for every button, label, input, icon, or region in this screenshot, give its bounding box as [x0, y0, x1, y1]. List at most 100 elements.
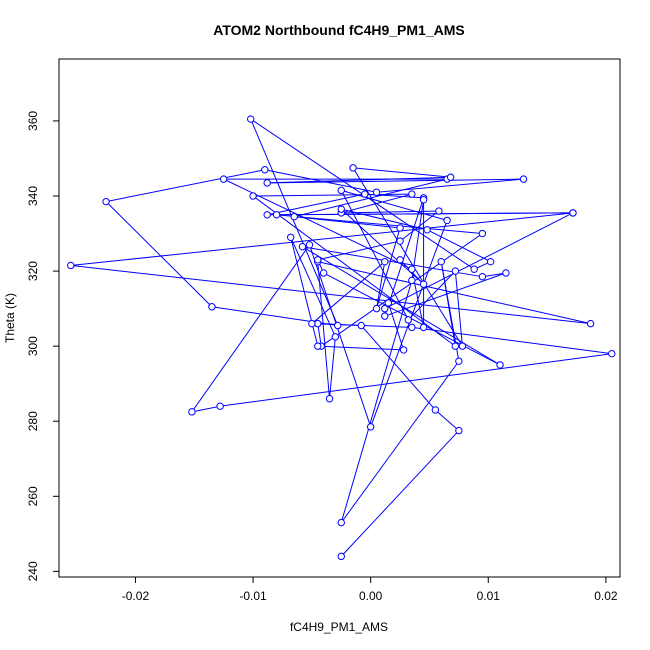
data-point — [381, 257, 389, 266]
data-point — [478, 273, 487, 281]
data-point — [431, 406, 440, 414]
series-segment — [310, 247, 371, 424]
series-segment — [455, 274, 463, 344]
series-segment — [342, 192, 408, 318]
data-point — [337, 205, 345, 213]
series-segment — [344, 190, 445, 221]
data-point — [263, 211, 271, 219]
data-point — [408, 276, 416, 285]
series-segment — [343, 432, 458, 555]
data-point — [372, 304, 381, 313]
data-point — [337, 552, 345, 561]
data-point — [261, 166, 269, 174]
data-point — [408, 265, 416, 273]
data-point — [381, 312, 389, 320]
data-point — [349, 164, 357, 172]
data-point — [272, 211, 281, 219]
series-segment — [73, 265, 588, 324]
x-tick-label: 0.01 — [477, 589, 501, 603]
y-tick-label: 360 — [26, 111, 40, 131]
series-segment — [270, 178, 521, 184]
data-point — [486, 257, 495, 266]
series-segment — [267, 169, 374, 193]
data-point — [381, 304, 389, 313]
data-point — [325, 395, 334, 403]
series-segment — [342, 363, 458, 521]
data-point — [478, 229, 487, 238]
data-point — [67, 261, 75, 270]
series-segment — [387, 273, 504, 316]
series-segment — [323, 234, 481, 345]
data-point — [455, 357, 463, 365]
series-segment — [354, 170, 462, 344]
data-point — [408, 190, 416, 198]
y-tick-label: 240 — [26, 561, 40, 581]
data-point — [396, 237, 404, 245]
data-point — [496, 361, 504, 369]
series-segment — [317, 264, 330, 396]
data-point — [188, 408, 196, 416]
chart-title: ATOM2 Northbound fC4H9_PM1_AMS — [213, 22, 465, 38]
data-point — [423, 226, 431, 234]
series-segment — [270, 212, 570, 216]
data-point — [408, 323, 416, 332]
data-point — [399, 346, 408, 354]
series-segment — [320, 261, 588, 324]
y-tick-label: 320 — [26, 261, 40, 281]
data-point — [263, 179, 271, 187]
series-segment — [270, 176, 448, 184]
series-segment — [193, 247, 309, 410]
data-point — [451, 342, 460, 350]
data-point — [455, 426, 463, 435]
data-point — [216, 402, 224, 410]
data-point — [443, 216, 451, 225]
series-segment — [291, 240, 335, 335]
series-segment — [317, 326, 322, 344]
data-point — [419, 280, 428, 288]
y-axis-label: Theta (K) — [3, 293, 17, 343]
series-segment — [73, 212, 570, 266]
data-point — [458, 342, 467, 350]
data-point — [451, 267, 460, 275]
y-tick-label: 280 — [26, 411, 40, 431]
series-segment — [297, 216, 397, 229]
data-point — [298, 242, 307, 251]
data-point — [308, 319, 316, 328]
x-axis-label: fC4H9_PM1_AMS — [290, 620, 388, 634]
y-tick-label: 300 — [26, 336, 40, 356]
series-segment — [329, 339, 336, 396]
data-point — [319, 269, 328, 277]
series-segment — [485, 272, 503, 277]
data-point — [334, 321, 342, 330]
series-segment — [411, 202, 424, 278]
data-point — [470, 265, 478, 273]
data-point — [586, 319, 595, 328]
series-segment — [414, 327, 609, 354]
series-segment — [297, 179, 445, 217]
data-point — [337, 518, 345, 527]
data-point — [396, 256, 404, 264]
data-point — [419, 323, 428, 332]
series-segment — [376, 230, 400, 306]
series-segment — [362, 327, 434, 408]
data-point — [247, 115, 255, 123]
data-point — [357, 321, 365, 330]
series-segment — [429, 230, 488, 261]
series-segment — [476, 262, 488, 269]
data-point — [519, 175, 528, 183]
data-point — [396, 224, 404, 232]
series-segment — [194, 406, 218, 412]
data-point — [372, 188, 381, 196]
data-point — [569, 209, 577, 217]
data-point — [446, 173, 455, 181]
series-segment — [387, 213, 571, 308]
data-point — [608, 349, 616, 358]
data-point — [305, 241, 314, 249]
data-point — [249, 192, 257, 200]
series-segment — [437, 411, 457, 429]
data-point — [208, 303, 216, 311]
series-segment — [226, 180, 410, 269]
x-axis: -0.02 -0.01 0.00 0.01 0.02 — [122, 577, 618, 603]
series-segment — [313, 263, 383, 322]
series-segment — [109, 169, 262, 202]
